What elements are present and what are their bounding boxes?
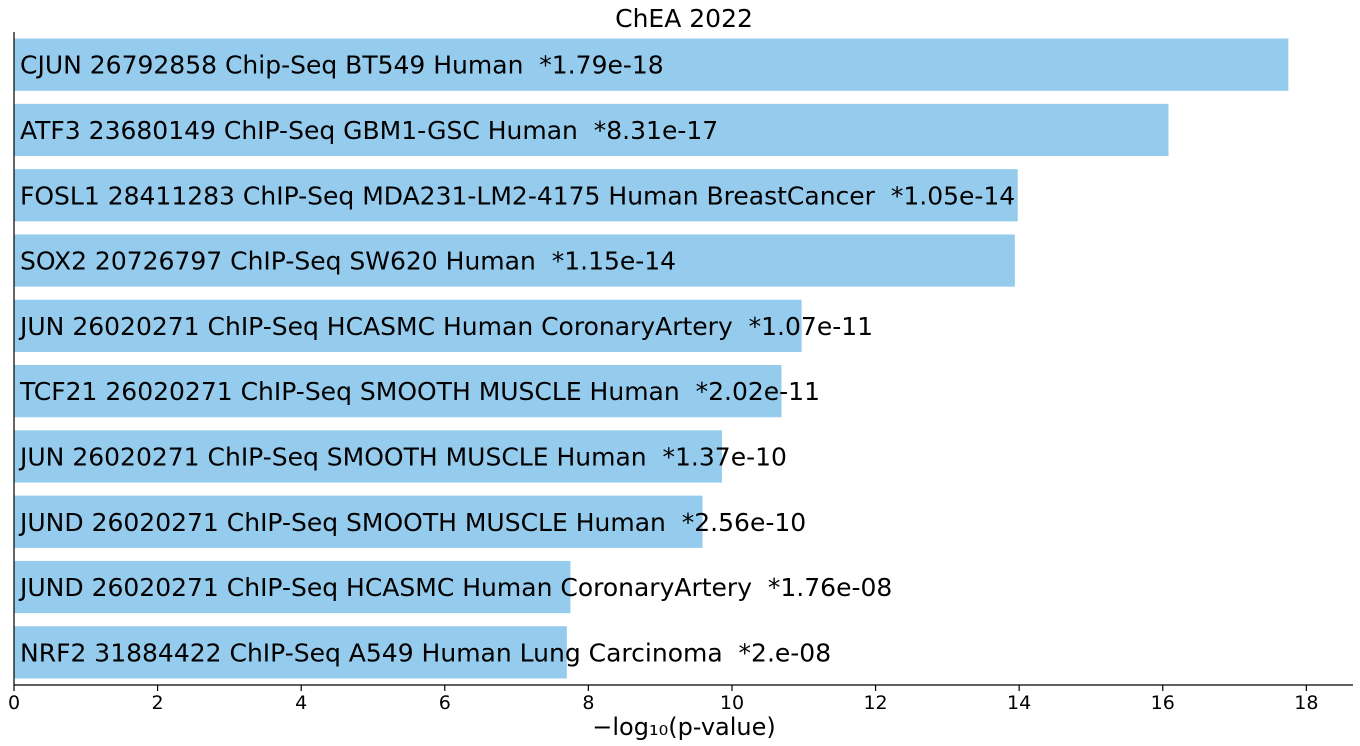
bar-label-6: TCF21 26020271 ChIP-Seq SMOOTH MUSCLE Hu… (19, 377, 820, 406)
bar-label-10: NRF2 31884422 ChIP-Seq A549 Human Lung C… (20, 638, 831, 667)
bar-label-3: FOSL1 28411283 ChIP-Seq MDA231-LM2-4175 … (20, 181, 1015, 210)
x-tick-label-10: 10 (720, 692, 744, 714)
x-tick-label-2: 2 (152, 692, 164, 714)
bar-10 (14, 626, 567, 679)
bar-label-7: JUN 26020271 ChIP-Seq SMOOTH MUSCLE Huma… (18, 442, 787, 471)
bar-2 (14, 103, 1169, 157)
bar-3 (14, 169, 1018, 222)
x-axis-label: −log₁₀(p-value) (592, 713, 775, 741)
bar-labels-group: CJUN 26792858 Chip-Seq BT549 Human *1.79… (18, 51, 1015, 668)
x-tick-label-0: 0 (8, 692, 20, 714)
bar-8 (14, 495, 703, 548)
bar-1 (14, 38, 1289, 91)
x-tick-label-6: 6 (439, 692, 451, 714)
bar-label-9: JUND 26020271 ChIP-Seq HCASMC Human Coro… (18, 573, 892, 602)
bar-label-8: JUND 26020271 ChIP-Seq SMOOTH MUSCLE Hum… (18, 508, 806, 537)
bar-9 (14, 560, 571, 614)
bar-4 (14, 234, 1015, 287)
x-tick-label-8: 8 (582, 692, 594, 714)
bar-6 (14, 365, 782, 418)
bar-5 (14, 299, 802, 352)
bar-label-4: SOX2 20726797 ChIP-Seq SW620 Human *1.15… (20, 247, 676, 276)
x-ticks-group: 0 2 4 6 8 10 12 14 16 18 (8, 685, 1318, 714)
x-tick-label-18: 18 (1294, 692, 1318, 714)
bar-label-2: ATF3 23680149 ChIP-Seq GBM1-GSC Human *8… (20, 116, 718, 145)
bars-group (14, 38, 1289, 679)
bar-7 (14, 430, 722, 483)
bar-label-1: CJUN 26792858 Chip-Seq BT549 Human *1.79… (20, 51, 664, 80)
x-tick-label-4: 4 (295, 692, 307, 714)
bar-label-5: JUN 26020271 ChIP-Seq HCASMC Human Coron… (18, 312, 873, 341)
x-tick-label-14: 14 (1007, 692, 1031, 714)
chart-title: ChEA 2022 (615, 4, 753, 33)
x-tick-label-12: 12 (863, 692, 887, 714)
x-tick-label-16: 16 (1151, 692, 1175, 714)
